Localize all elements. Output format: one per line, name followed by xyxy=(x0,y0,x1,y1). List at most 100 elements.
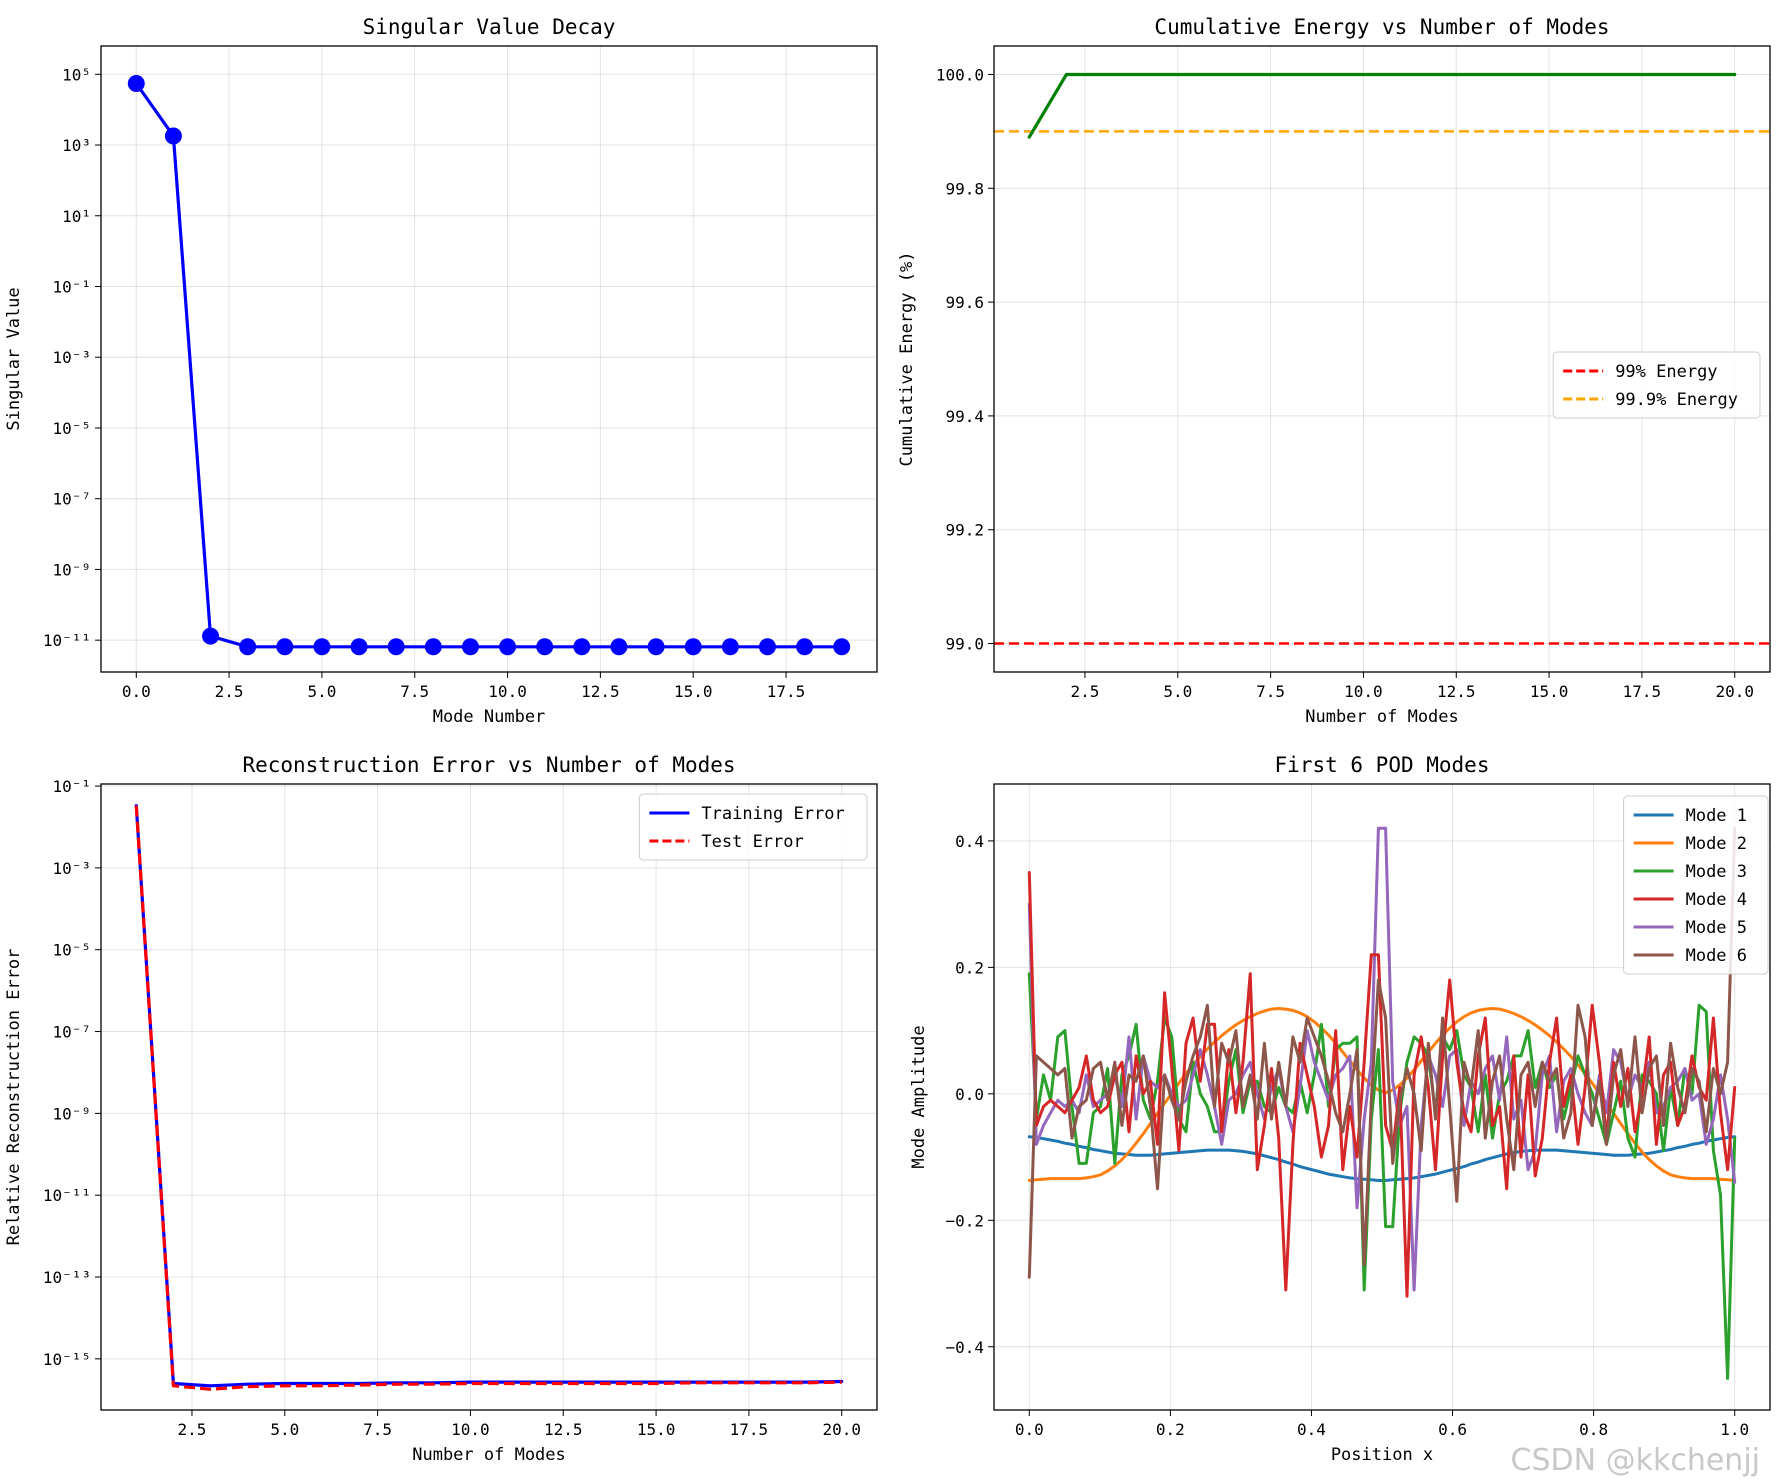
y-tick-label: 10⁻¹³ xyxy=(43,1268,91,1287)
x-tick-label: 12.5 xyxy=(581,682,620,701)
x-axis-label: Position x xyxy=(1331,1445,1433,1465)
chart-title: Singular Value Decay xyxy=(363,15,616,39)
series-line xyxy=(1027,1007,1737,1182)
y-axis-label: Relative Reconstruction Error xyxy=(4,949,24,1246)
y-tick-label: 0.2 xyxy=(955,958,984,977)
chart-singular: 0.0 2.5 5.0 7.5 10.0 12.5 15.0 17.5 10⁵ 10³ 10¹ 10⁻… xyxy=(4,15,878,727)
x-tick-label: 12.5 xyxy=(544,1420,583,1439)
y-tick-label: 99.0 xyxy=(945,635,984,654)
data-point xyxy=(127,74,145,92)
y-tick-label: 10⁵ xyxy=(62,65,91,84)
legend-label: Mode 3 xyxy=(1686,862,1747,882)
legend-box xyxy=(1552,351,1761,419)
y-tick-label: 0.4 xyxy=(955,832,984,851)
chart-modes: 0.0 0.2 0.4 0.6 0.8 1.0 −0.4 −0.2 0.0 0.2 0.4 Posit… xyxy=(909,753,1771,1465)
legend-label: Mode 4 xyxy=(1686,890,1747,910)
x-tick-label: 1.0 xyxy=(1720,1420,1749,1439)
x-tick-label: 17.5 xyxy=(767,682,806,701)
plot-area xyxy=(127,74,851,656)
x-tick-label: 5.0 xyxy=(1163,682,1192,701)
x-tick-label: 10.0 xyxy=(488,682,527,701)
plot-area xyxy=(134,804,844,1391)
x-tick-label: 17.5 xyxy=(730,1420,769,1439)
x-tick-label: 15.0 xyxy=(674,682,713,701)
data-point xyxy=(461,638,479,656)
y-tick-label: 10⁻⁷ xyxy=(52,490,91,509)
data-point xyxy=(573,638,591,656)
legend-box xyxy=(638,793,868,861)
legend-label: Training Error xyxy=(701,804,844,824)
series-line xyxy=(1027,72,1737,139)
series-line xyxy=(1027,1135,1737,1182)
axes-frame xyxy=(100,783,878,1411)
data-point xyxy=(610,638,628,656)
x-tick-label: 0.4 xyxy=(1297,1420,1326,1439)
data-point xyxy=(276,638,294,656)
y-tick-label: 10⁻⁵ xyxy=(52,941,91,960)
y-tick-label: 10⁻⁹ xyxy=(52,560,91,579)
y-tick-label: 99.6 xyxy=(945,293,984,312)
data-point xyxy=(202,627,220,645)
x-tick-label: 5.0 xyxy=(270,1420,299,1439)
x-tick-label: 10.0 xyxy=(451,1420,490,1439)
x-tick-label: 15.0 xyxy=(637,1420,676,1439)
series-line xyxy=(1027,826,1737,1292)
legend: Training Error Test Error xyxy=(638,793,868,861)
x-tick-label: 12.5 xyxy=(1437,682,1476,701)
data-point xyxy=(424,638,442,656)
y-tick-label: 99.4 xyxy=(945,407,984,426)
legend-label: Mode 6 xyxy=(1686,946,1747,966)
x-axis-label: Number of Modes xyxy=(412,1445,566,1465)
x-tick-label: 0.0 xyxy=(1015,1420,1044,1439)
y-tick-label: 99.2 xyxy=(945,521,984,540)
y-tick-label: 99.8 xyxy=(945,179,984,198)
x-tick-label: 0.0 xyxy=(122,682,151,701)
y-tick-label: 10⁻¹¹ xyxy=(43,1186,91,1205)
legend: 99% Energy 99.9% Energy xyxy=(1552,351,1761,419)
legend-box xyxy=(1623,795,1769,975)
y-tick-label: 10⁻⁷ xyxy=(52,1023,91,1042)
x-tick-label: 5.0 xyxy=(307,682,336,701)
series-line xyxy=(134,805,842,1391)
y-tick-label: 10¹ xyxy=(62,207,91,226)
x-tick-label: 20.0 xyxy=(822,1420,861,1439)
x-tick-label: 0.2 xyxy=(1156,1420,1185,1439)
y-tick-label: 10⁻¹¹ xyxy=(43,631,91,650)
legend: Mode 1 Mode 2 Mode 3 Mode 4 Mode 5 Mode 6 xyxy=(1623,795,1769,975)
x-axis-label: Number of Modes xyxy=(1305,707,1459,727)
watermark: CSDN @kkchenjj xyxy=(1510,1443,1760,1478)
y-tick-label: −0.2 xyxy=(945,1211,984,1230)
legend-label: 99.9% Energy xyxy=(1615,390,1738,410)
series-line xyxy=(134,804,844,1388)
x-tick-label: 7.5 xyxy=(400,682,429,701)
chart-title: Cumulative Energy vs Number of Modes xyxy=(1154,15,1609,39)
chart-recon: 2.5 5.0 7.5 10.0 12.5 15.0 17.5 20.0 10⁻¹ 10⁻³ 10⁻… xyxy=(4,753,878,1465)
axes-frame xyxy=(993,783,1771,1411)
plot-area xyxy=(1027,826,1737,1380)
y-tick-label: 10⁻⁹ xyxy=(52,1104,91,1123)
data-point xyxy=(647,638,665,656)
x-tick-label: 2.5 xyxy=(178,1420,207,1439)
data-point xyxy=(239,638,257,656)
x-tick-label: 2.5 xyxy=(1071,682,1100,701)
legend-label: Test Error xyxy=(701,832,803,852)
y-axis-label: Cumulative Energy (%) xyxy=(897,252,917,467)
y-tick-label: 10⁻¹ xyxy=(52,277,91,296)
x-axis-label: Mode Number xyxy=(433,707,546,727)
data-point xyxy=(758,638,776,656)
data-point xyxy=(684,638,702,656)
x-tick-label: 0.8 xyxy=(1579,1420,1608,1439)
axes-frame xyxy=(100,45,878,673)
y-tick-label: 10⁻¹⁵ xyxy=(43,1350,91,1369)
legend-label: Mode 2 xyxy=(1686,834,1747,854)
data-point xyxy=(499,638,517,656)
chart-energy: 2.5 5.0 7.5 10.0 12.5 15.0 17.5 20.0 99.0 99.2 99.… xyxy=(897,15,1771,727)
y-tick-label: 0.0 xyxy=(955,1085,984,1104)
chart-title: First 6 POD Modes xyxy=(1275,753,1490,777)
data-point xyxy=(350,638,368,656)
series-line xyxy=(134,81,844,649)
series-line xyxy=(1027,972,1737,1380)
data-point xyxy=(796,638,814,656)
data-point xyxy=(313,638,331,656)
